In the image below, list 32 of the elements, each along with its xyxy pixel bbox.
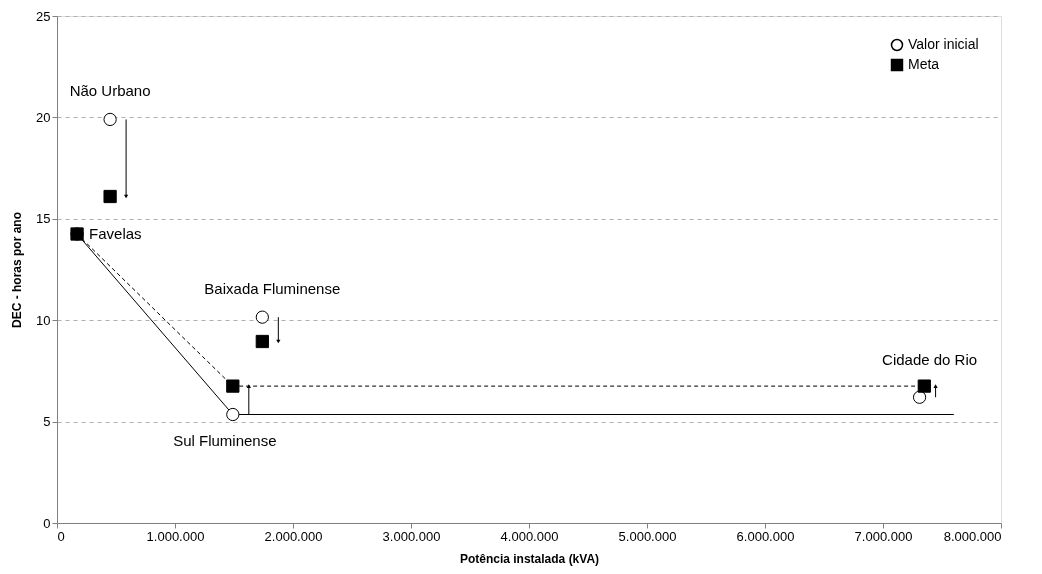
y-axis-title: DEC - horas por ano xyxy=(10,211,25,329)
point xyxy=(226,407,240,422)
x-tick-label: 8.000.000 xyxy=(943,528,1002,544)
x-axis-title: Potência instalada (kVA) xyxy=(459,551,600,566)
x-tick-label: 5.000.000 xyxy=(618,528,677,544)
point xyxy=(255,334,269,349)
legend-label: Meta xyxy=(908,56,940,72)
y-tick-label: 0 xyxy=(43,515,51,531)
point xyxy=(226,379,240,393)
point xyxy=(103,189,117,204)
point xyxy=(912,390,927,404)
legend-label: Valor inicial xyxy=(908,36,979,52)
x-tick-label: 6.000.000 xyxy=(736,528,795,544)
x-tick-label: 1.000.000 xyxy=(146,528,205,544)
y-tick-label: 10 xyxy=(36,312,51,328)
x-tick-label: 2.000.000 xyxy=(264,528,323,544)
point xyxy=(103,112,117,127)
y-tick-label: 20 xyxy=(36,109,51,125)
annotation: Sul Fluminense xyxy=(173,431,277,449)
x-tick-label: 4.000.000 xyxy=(500,528,559,544)
y-tick-label: 5 xyxy=(43,414,51,430)
annotation: Baixada Fluminense xyxy=(204,280,341,298)
x-tick-label: 0 xyxy=(57,528,65,544)
y-tick-label: 25 xyxy=(36,8,51,24)
point xyxy=(917,379,931,393)
point xyxy=(255,310,269,324)
y-tick-label: 15 xyxy=(36,211,51,227)
annotation: Cidade do Rio xyxy=(882,351,978,369)
annotation: Favelas xyxy=(89,225,142,243)
annotation: Não Urbano xyxy=(69,82,151,100)
x-tick-label: 7.000.000 xyxy=(854,528,913,544)
x-tick-label: 3.000.000 xyxy=(382,528,441,544)
